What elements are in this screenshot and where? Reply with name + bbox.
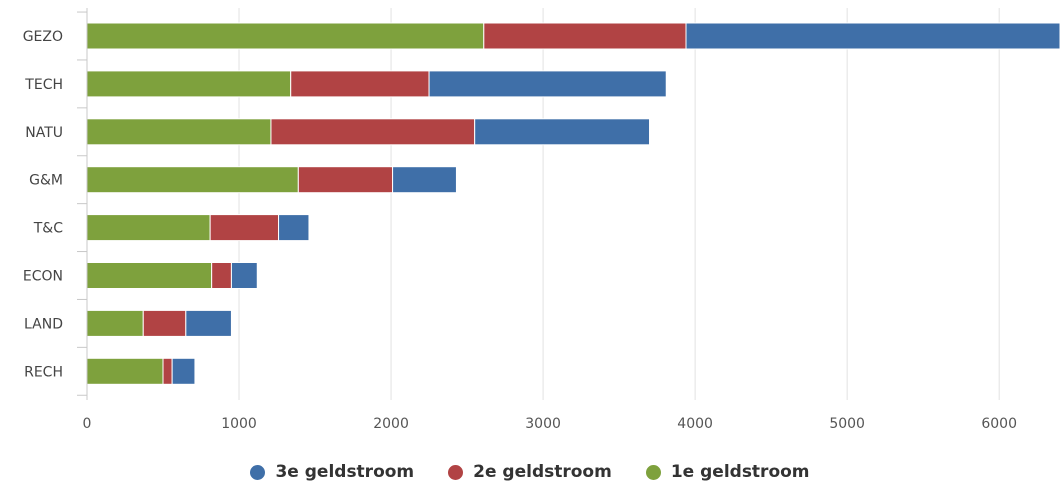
category-label-6: LAND [24,316,63,332]
bar-segment-3e-geldstroom-4[interactable] [278,214,310,242]
bar-segment-3e-geldstroom-3[interactable] [392,166,457,194]
x-tick-label-3000: 3000 [525,416,561,432]
bar-segment-2e-geldstroom-3[interactable] [297,166,394,194]
bar-segment-2e-geldstroom-1[interactable] [290,70,430,98]
stacked-bar-chart: 0 1000 2000 3000 4000 5000 6000 GEZO TECH NATU G&M… [23,8,1060,432]
bar-segment-1e-geldstroom-0[interactable] [86,22,485,50]
legend-label: 1e geldstroom [670,462,810,482]
bar-segment-2e-geldstroom-5[interactable] [211,262,232,289]
axes: 0 1000 2000 3000 4000 5000 6000 GEZO TECH NATU G&M… [23,8,1017,432]
legend-marker [448,464,464,480]
category-label-1: TECH [24,77,63,93]
x-tick-label-5000: 5000 [829,416,865,432]
gridlines [238,8,1000,400]
category-label-4: T&C [33,221,63,237]
category-label-3: G&M [29,173,63,189]
x-tick-label-1000: 1000 [221,416,257,432]
bar-segment-1e-geldstroom-2[interactable] [86,118,272,146]
bar-segment-3e-geldstroom-0[interactable] [685,22,1060,50]
legend-item-3e-geldstroom[interactable]: 3e geldstroom [250,462,414,482]
category-label-5: ECON [23,269,63,285]
bar-segment-1e-geldstroom-1[interactable] [86,70,292,98]
bar-segment-2e-geldstroom-6[interactable] [142,309,187,337]
category-label-7: RECH [24,364,63,380]
x-tick-label-4000: 4000 [677,416,713,432]
bar-segment-2e-geldstroom-2[interactable] [270,118,476,146]
bar-segment-1e-geldstroom-3[interactable] [86,166,299,194]
category-label-0: GEZO [23,29,63,45]
x-tick-label-2000: 2000 [373,416,409,432]
legend-marker [645,464,661,480]
bar-segment-3e-geldstroom-2[interactable] [474,118,651,146]
bar-segment-1e-geldstroom-6[interactable] [86,309,144,337]
legend-item-2e-geldstroom[interactable]: 2e geldstroom [448,462,612,482]
bar-segment-2e-geldstroom-0[interactable] [483,22,687,50]
bar-segment-3e-geldstroom-6[interactable] [185,309,232,337]
bar-segment-1e-geldstroom-7[interactable] [86,357,164,385]
legend-label: 2e geldstroom [473,462,612,482]
category-label-2: NATU [25,125,63,141]
legend: 3e geldstroom 2e geldstroom 1e geldstroom [0,462,1060,482]
bar-segment-2e-geldstroom-4[interactable] [209,214,280,242]
x-tick-label-0: 0 [83,416,92,432]
bar-segment-1e-geldstroom-4[interactable] [86,214,211,242]
bars[interactable] [86,22,1060,385]
bar-segment-3e-geldstroom-1[interactable] [428,70,667,98]
legend-marker [250,464,266,480]
legend-label: 3e geldstroom [275,462,415,482]
bar-segment-2e-geldstroom-7[interactable] [162,357,173,385]
bar-segment-3e-geldstroom-7[interactable] [171,357,196,385]
x-tick-label-6000: 6000 [981,416,1017,432]
bar-segment-3e-geldstroom-5[interactable] [230,262,258,289]
bar-segment-1e-geldstroom-5[interactable] [86,262,213,289]
legend-item-1e-geldstroom[interactable]: 1e geldstroom [645,462,810,482]
